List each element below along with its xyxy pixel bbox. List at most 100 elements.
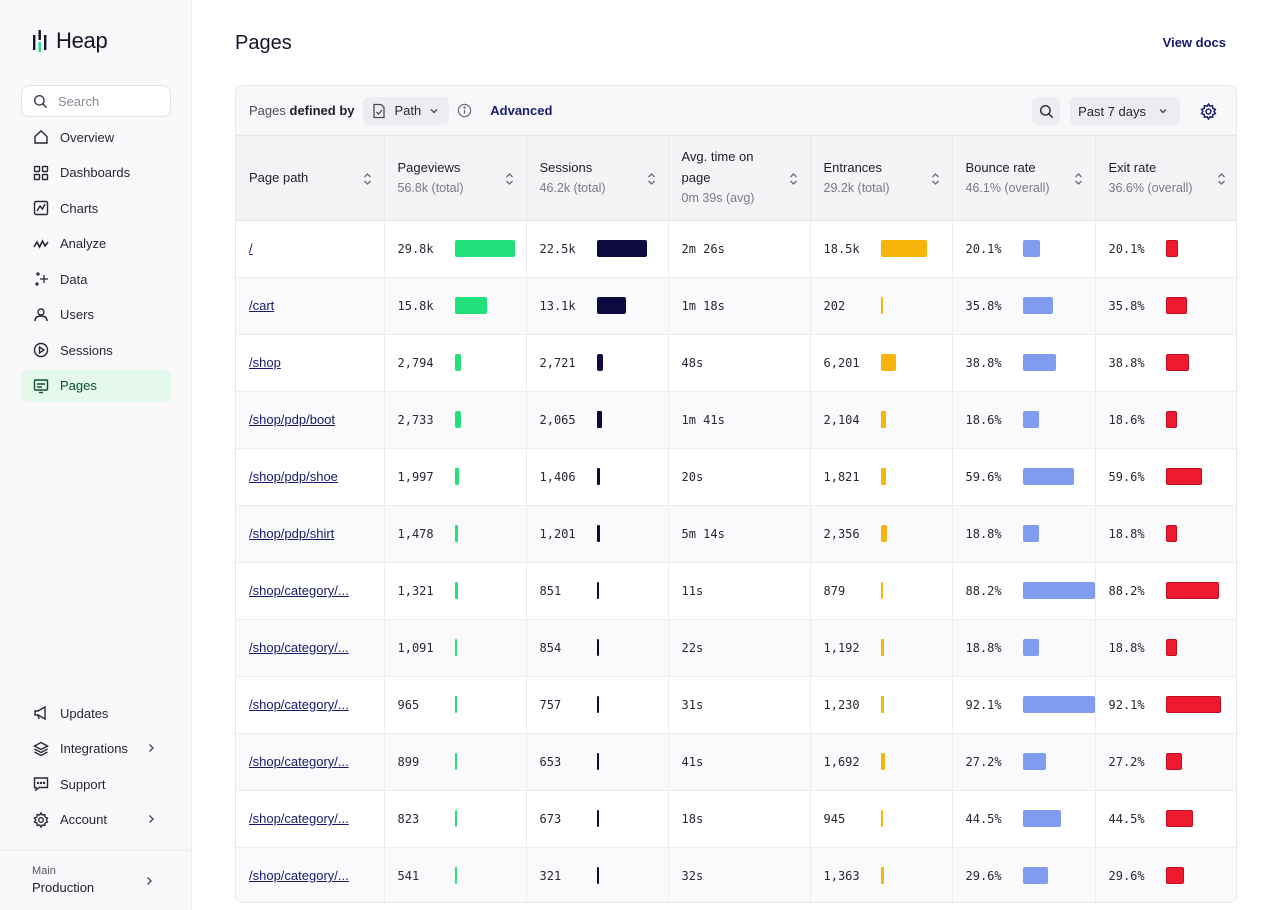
sidebar-item-overview[interactable]: Overview: [21, 121, 171, 153]
path-select[interactable]: Path: [362, 96, 450, 125]
metric-value: 965: [397, 697, 420, 712]
sidebar-item-updates[interactable]: Updates: [21, 697, 171, 729]
metric-cell: 18.5k: [810, 220, 953, 278]
exit-rate-bar: [1165, 297, 1187, 314]
sidebar-search[interactable]: [21, 85, 171, 117]
environment-switcher[interactable]: Main Production: [0, 850, 191, 910]
column-header[interactable]: Sessions 46.2k (total): [526, 136, 669, 221]
page-path-link[interactable]: /: [249, 241, 253, 256]
metric-value: 27.2%: [1108, 754, 1145, 769]
column-header[interactable]: Exit rate 36.6% (overall): [1095, 136, 1236, 221]
layers-icon: [32, 740, 49, 757]
table-row[interactable]: /shop/pdp/boot 2,733 2,065 1m 41s 2,104 18.6%…: [236, 391, 1236, 449]
column-header[interactable]: Entrances 29.2k (total): [810, 136, 953, 221]
page-path-link[interactable]: /shop/pdp/shirt: [249, 526, 335, 541]
table-row[interactable]: / 29.8k 22.5k 2m 26s 18.5k 20.1% 20.1%: [236, 220, 1236, 278]
table-row[interactable]: /shop 2,794 2,721 48s 6,201 38.8% 38.8%: [236, 334, 1236, 392]
metric-cell: 92.1%: [952, 676, 1096, 734]
pageviews-bar: [454, 639, 457, 656]
table-row[interactable]: /shop/pdp/shoe 1,997 1,406 20s 1,821 59.6% 59.…: [236, 448, 1236, 506]
sort-icon[interactable]: [1074, 171, 1083, 192]
table-settings-button[interactable]: [1194, 97, 1222, 125]
dashboards-icon: [32, 164, 49, 181]
sidebar-item-integrations[interactable]: Integrations: [21, 733, 171, 765]
column-title: Pageviews: [397, 159, 461, 175]
page-path-cell: /shop/category/...: [236, 790, 385, 848]
sort-icon[interactable]: [647, 171, 656, 192]
table-row[interactable]: /shop/category/... 823 673 18s 945 44.5% 44.5%: [236, 790, 1236, 848]
metric-cell: 899: [384, 733, 527, 791]
metric-cell: 35.8%: [952, 277, 1096, 335]
sessions-bar: [596, 639, 599, 656]
page-path-link[interactable]: /shop/pdp/boot: [249, 412, 336, 427]
column-header[interactable]: Pageviews 56.8k (total): [384, 136, 527, 221]
table-row[interactable]: /shop/category/... 1,321 851 11s 879 88.2% 88.…: [236, 562, 1236, 620]
metric-cell: 27.2%: [1095, 733, 1236, 791]
avg-time-cell: 41s: [668, 733, 811, 791]
page-path-link[interactable]: /shop/category/...: [249, 697, 349, 712]
metric-cell: 321: [526, 847, 669, 902]
page-path-link[interactable]: /shop/category/...: [249, 583, 349, 598]
advanced-link[interactable]: Advanced: [490, 103, 553, 118]
sidebar-item-data[interactable]: Data: [21, 263, 171, 295]
sidebar-item-sessions[interactable]: Sessions: [21, 334, 171, 366]
metric-value: 13.1k: [539, 298, 576, 313]
column-subtitle: 46.1% (overall): [965, 180, 1050, 195]
table-row[interactable]: /cart 15.8k 13.1k 1m 18s 202 35.8% 35.8%: [236, 277, 1236, 335]
sidebar-item-pages[interactable]: Pages: [21, 369, 171, 402]
sort-icon[interactable]: [931, 171, 940, 192]
search-input[interactable]: [58, 93, 153, 109]
page-path-link[interactable]: /shop/category/...: [249, 754, 349, 769]
sidebar-item-users[interactable]: Users: [21, 299, 171, 331]
column-header[interactable]: Page path: [236, 136, 385, 221]
heap-logo[interactable]: Heap: [32, 28, 108, 54]
page-path-link[interactable]: /shop/pdp/shoe: [249, 469, 338, 484]
metric-value: 20.1%: [965, 241, 1002, 256]
pageviews-bar: [454, 468, 459, 485]
table-row[interactable]: /shop/category/... 1,091 854 22s 1,192 18.8% 1…: [236, 619, 1236, 677]
table-row[interactable]: /shop/category/... 899 653 41s 1,692 27.2% 27.…: [236, 733, 1236, 791]
avg-time-value: 22s: [681, 640, 704, 655]
metric-cell: 1,201: [526, 505, 669, 563]
pageviews-bar: [454, 867, 457, 884]
avg-time-cell: 31s: [668, 676, 811, 734]
metric-value: 18.8%: [1108, 640, 1145, 655]
avg-time-value: 11s: [681, 583, 704, 598]
date-range-select[interactable]: Past 7 days: [1070, 97, 1180, 125]
table-row[interactable]: /shop/category/... 965 757 31s 1,230 92.1% 92.…: [236, 676, 1236, 734]
sessions-bar: [596, 582, 599, 599]
table-row[interactable]: /shop/pdp/shirt 1,478 1,201 5m 14s 2,356 18.8…: [236, 505, 1236, 563]
page-path-link[interactable]: /shop/category/...: [249, 640, 349, 655]
page-path-link[interactable]: /cart: [249, 298, 275, 313]
sort-icon[interactable]: [505, 171, 514, 192]
view-docs-link[interactable]: View docs: [1162, 35, 1226, 50]
info-icon[interactable]: [457, 103, 472, 118]
column-header[interactable]: Bounce rate 46.1% (overall): [952, 136, 1096, 221]
metric-cell: 2,356: [810, 505, 953, 563]
sort-icon[interactable]: [363, 171, 372, 192]
metric-cell: 2,794: [384, 334, 527, 392]
sidebar-item-label: Updates: [60, 705, 109, 721]
metric-cell: 18.8%: [952, 619, 1096, 677]
metric-value: 1,321: [397, 583, 434, 598]
sidebar-item-charts[interactable]: Charts: [21, 192, 171, 224]
chevron-down-icon: [430, 108, 438, 113]
table-row[interactable]: /shop/category/... 541 321 32s 1,363 29.6% 29.…: [236, 847, 1236, 902]
sidebar-item-account[interactable]: Account: [21, 804, 171, 836]
metric-cell: 202: [810, 277, 953, 335]
metric-value: 2,356: [823, 526, 860, 541]
sidebar-item-support[interactable]: Support: [21, 768, 171, 800]
sidebar-item-dashboards[interactable]: Dashboards: [21, 157, 171, 189]
page-path-link[interactable]: /shop/category/...: [249, 868, 349, 883]
page-path-link[interactable]: /shop/category/...: [249, 811, 349, 826]
sidebar-item-analyze[interactable]: Analyze: [21, 228, 171, 260]
pageviews-bar: [454, 810, 457, 827]
metric-value: 20.1%: [1108, 241, 1145, 256]
metric-cell: 18.8%: [1095, 505, 1236, 563]
page-path-link[interactable]: /shop: [249, 355, 281, 370]
sort-icon[interactable]: [789, 171, 798, 192]
page-path-cell: /cart: [236, 277, 385, 335]
column-header[interactable]: Avg. time on page 0m 39s (avg): [668, 136, 811, 221]
sort-icon[interactable]: [1217, 171, 1226, 192]
table-search-button[interactable]: [1032, 97, 1061, 125]
